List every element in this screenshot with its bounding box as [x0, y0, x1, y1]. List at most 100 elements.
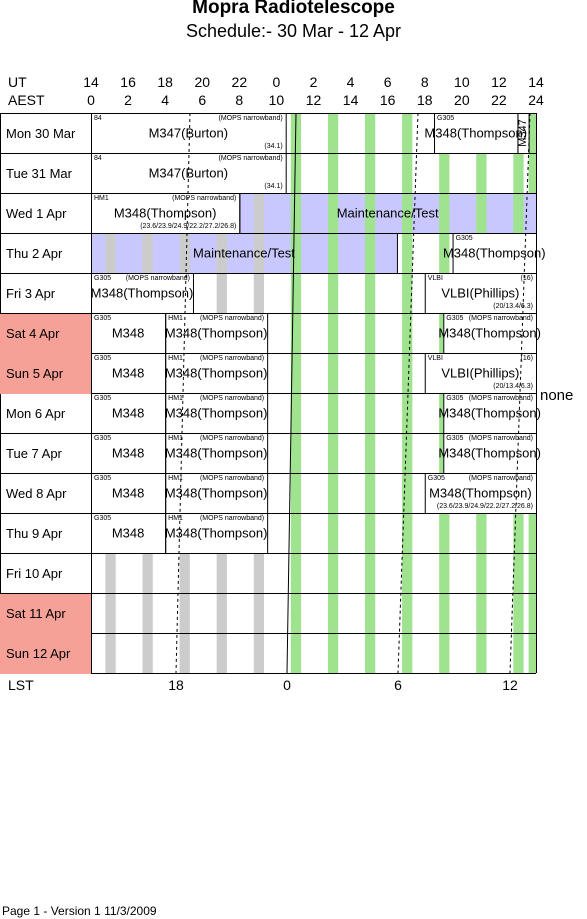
- block-bg: [443, 433, 536, 473]
- block-project: M348: [111, 525, 145, 541]
- stripe-over: [327, 193, 339, 233]
- block-project: M348: [111, 325, 145, 341]
- aest-tick: 24: [528, 92, 544, 108]
- block-bg: [91, 273, 193, 313]
- block-project: Maintenance/Test: [336, 205, 439, 221]
- block-bg: [91, 233, 397, 273]
- stripe-over: [216, 233, 227, 273]
- block-project: M348(Thompson): [164, 405, 268, 421]
- stripe-over: [142, 233, 153, 273]
- block-code: VLBI: [427, 275, 443, 282]
- stripe-over: [290, 233, 302, 273]
- aest-tick: 16: [379, 92, 396, 108]
- lst-tick: 0: [283, 677, 291, 693]
- day-label: Sat 11 Apr: [0, 594, 91, 634]
- block-project: M348: [111, 365, 145, 381]
- block-code: G305: [427, 475, 445, 482]
- block-bg: [165, 353, 268, 393]
- block-project: M347(Burton): [148, 125, 229, 141]
- stripe-over: [476, 193, 487, 233]
- lst-line: [286, 113, 297, 674]
- stripe-over: [402, 193, 413, 233]
- block-code: G305: [94, 315, 112, 322]
- ut-tick: 16: [120, 74, 136, 90]
- block-project: M348: [111, 405, 145, 421]
- lst-tick: 6: [394, 677, 402, 693]
- block-code: G305: [94, 475, 112, 482]
- block-backend: (MOPS narrowband): [125, 275, 190, 282]
- stripe-over: [253, 233, 265, 273]
- aest-tick: 4: [161, 92, 170, 108]
- block-code: G305: [437, 115, 455, 122]
- block-backend: (16): [520, 275, 533, 282]
- block-frequencies: (23.6/23.9/24.9/22.2/27.2/26.8): [140, 223, 237, 230]
- aest-tick: 14: [342, 92, 359, 108]
- block-code: HM1: [168, 435, 183, 442]
- block-bg: [91, 193, 240, 233]
- block-bg: [91, 433, 166, 473]
- block-backend: (MOPS narrowband): [199, 315, 265, 322]
- aest-tick: 2: [124, 92, 132, 108]
- block-project: M347(Burton): [148, 165, 229, 181]
- stripe-over: [364, 193, 376, 233]
- ut-tick: 12: [491, 74, 507, 90]
- block-frequencies: (20/13.4/6.3): [493, 383, 533, 390]
- block-backend: (MOPS narrowband): [468, 395, 533, 402]
- day-label: Sun 5 Apr: [0, 354, 91, 394]
- block-project: M348(Thompson): [438, 325, 541, 341]
- ut-tick: 10: [454, 74, 470, 90]
- ut-tick: 2: [309, 74, 318, 90]
- ut-tick: 22: [231, 74, 248, 90]
- aest-tick: 6: [198, 92, 207, 108]
- block-code: HM1: [168, 395, 183, 402]
- block-frequencies: (23.6/23.9/24.9/22.2/27.2/26.8): [436, 503, 533, 510]
- block-bg: [91, 473, 166, 513]
- block-code: G305: [94, 355, 112, 362]
- block-bg: [424, 273, 536, 313]
- stripe-over: [179, 233, 190, 273]
- block-project: M348(Thompson): [90, 285, 194, 301]
- block-bg: [443, 393, 536, 433]
- stripe-over: [513, 193, 524, 233]
- ut-tick: 8: [420, 74, 429, 90]
- block-project: M348(Thompson): [164, 485, 268, 501]
- block-bg: [91, 313, 166, 353]
- side-note: none: [540, 387, 574, 404]
- block-code: HM1: [168, 355, 183, 362]
- day-label: Tue 7 Apr: [6, 446, 62, 461]
- ut-tick: 0: [272, 74, 281, 90]
- ut-axis-label: UT: [8, 74, 27, 90]
- stripe-over: [439, 193, 450, 233]
- block-backend: (MOPS narrowband): [199, 395, 265, 402]
- ut-tick: 20: [194, 74, 211, 90]
- block-frequencies: (34.1): [264, 143, 283, 150]
- day-label: Tue 31 Mar: [6, 166, 72, 181]
- block-bg: [91, 353, 166, 393]
- block-bg: [424, 473, 536, 513]
- day-label: Wed 1 Apr: [6, 206, 67, 221]
- block-backend: (MOPS narrowband): [172, 195, 237, 202]
- block-backend: (MOPS narrowband): [468, 435, 533, 442]
- block-bg: [165, 513, 268, 553]
- day-label: Sat 4 Apr: [0, 314, 91, 354]
- stripe-over: [327, 233, 339, 273]
- block-bg: [91, 513, 166, 553]
- block-project: M347: [517, 119, 530, 147]
- day-label: Fri 3 Apr: [6, 286, 56, 301]
- stripe-over: [105, 233, 116, 273]
- day-label: Mon 30 Mar: [6, 126, 76, 141]
- block-frequencies: (20/13.4/6.3): [493, 303, 533, 310]
- block-frequencies: (34.1): [264, 183, 283, 190]
- block-bg: [434, 113, 518, 153]
- ut-tick: 6: [383, 74, 392, 90]
- aest-tick: 20: [454, 92, 470, 108]
- block-project: M348(Thompson): [113, 205, 217, 221]
- block-backend: (MOPS narrowband): [199, 355, 265, 362]
- aest-tick: 12: [305, 92, 322, 108]
- ut-tick: 14: [83, 74, 99, 90]
- block-project: M348: [111, 485, 145, 501]
- stripe-over: [364, 233, 376, 273]
- block-bg: [452, 233, 536, 273]
- block-backend: (MOPS narrowband): [199, 515, 265, 522]
- ut-tick: 4: [346, 74, 355, 90]
